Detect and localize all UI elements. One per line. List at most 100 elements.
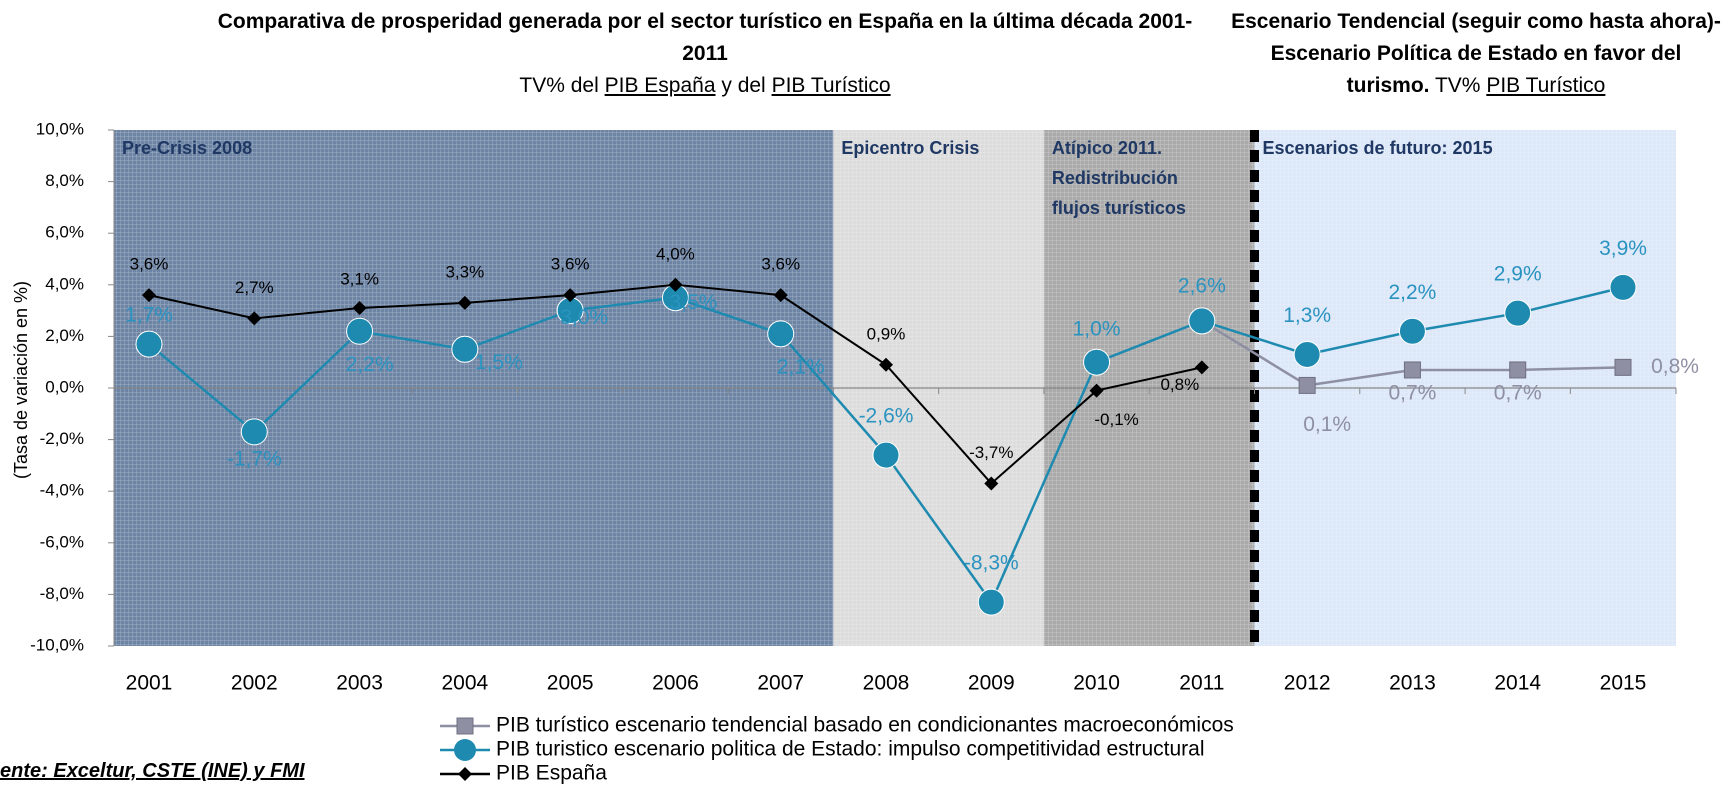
marker <box>247 311 262 326</box>
data-label: -0,1% <box>1094 410 1138 429</box>
marker <box>767 320 795 348</box>
y-tick-label: -8,0% <box>40 584 84 603</box>
y-tick-label: -6,0% <box>40 532 84 551</box>
x-tick-label: 2014 <box>1494 672 1541 695</box>
x-tick-label: 2015 <box>1600 672 1647 695</box>
right-subtitle-part: TV% <box>1434 74 1481 97</box>
marker <box>668 277 683 292</box>
y-tick-label: 10,0% <box>36 119 84 138</box>
data-label: 3,6% <box>130 255 169 274</box>
data-label: 3,0% <box>560 306 608 329</box>
data-label: 2,1% <box>777 355 825 378</box>
legend-label: PIB turistico escenario politica de Esta… <box>496 738 1205 761</box>
x-tick-label: 2011 <box>1179 672 1224 695</box>
right-title: Escenario Tendencial (seguir como hasta … <box>1231 10 1721 97</box>
data-label: 1,3% <box>1283 304 1331 327</box>
x-tick-label: 2013 <box>1389 672 1436 695</box>
data-label: 3,9% <box>1599 237 1647 260</box>
data-label: -8,3% <box>964 552 1019 575</box>
y-tick-label: 4,0% <box>45 274 84 293</box>
marker <box>457 295 472 310</box>
legend-label: PIB España <box>496 762 607 785</box>
data-label: 2,2% <box>346 353 394 376</box>
data-label: 2,2% <box>1388 281 1436 304</box>
marker <box>773 288 788 303</box>
foreground-layer: Pre-Crisis 2008 Epicentro Crisis Atípico 2… <box>11 119 1699 784</box>
x-tick-label: 2008 <box>863 672 910 695</box>
marker <box>1504 299 1532 327</box>
x-tick-label: 2002 <box>231 672 278 695</box>
y-tick-label: 8,0% <box>45 171 84 190</box>
subtitle-part: TV% del <box>519 74 599 97</box>
title-block: Comparativa de prosperidad generada por … <box>210 6 1200 102</box>
x-tick-label: 2009 <box>968 672 1015 695</box>
data-label: 2,7% <box>235 278 274 297</box>
marker <box>872 441 900 469</box>
marker <box>352 301 367 316</box>
data-label: 1,7% <box>125 304 173 327</box>
right-subtitle-part: PIB Turístico <box>1486 74 1606 97</box>
legend-label: PIB turístico escenario tendencial basad… <box>496 714 1234 737</box>
data-label: 3,6% <box>761 255 800 274</box>
data-label: 0,8% <box>1651 355 1699 378</box>
data-label: -3,7% <box>969 443 1013 462</box>
x-tick-label: 2001 <box>126 672 173 695</box>
subtitle-part: PIB Turístico <box>771 74 891 97</box>
marker <box>142 288 156 303</box>
data-label: 2,6% <box>1178 274 1226 297</box>
marker <box>1403 361 1421 379</box>
x-tick-label: 2006 <box>652 672 699 695</box>
data-label: -2,6% <box>859 405 914 428</box>
marker <box>1398 317 1426 345</box>
legend-marker <box>454 739 476 761</box>
marker <box>1188 307 1216 335</box>
marker <box>1083 348 1111 376</box>
y-tick-label: -4,0% <box>40 481 84 500</box>
legend-marker <box>456 717 474 735</box>
marker <box>1614 358 1632 376</box>
region-label: Pre-Crisis 2008 <box>122 138 252 158</box>
marker <box>563 288 578 303</box>
data-label: 2,9% <box>1494 263 1542 286</box>
marker <box>879 357 893 372</box>
data-label: 3,1% <box>340 270 379 289</box>
marker <box>1089 383 1104 398</box>
y-tick-label: -10,0% <box>30 635 84 654</box>
right-title-block: Escenario Tendencial (seguir como hasta … <box>1228 6 1724 102</box>
data-label: 1,0% <box>1073 318 1121 341</box>
data-label: 0,9% <box>867 324 906 343</box>
marker <box>1194 360 1209 375</box>
subtitle-part: PIB España <box>604 74 716 97</box>
source: ente: Exceltur, CSTE (INE) y FMI <box>0 760 305 782</box>
marker <box>346 317 374 345</box>
marker <box>451 335 479 363</box>
data-label: 0,8% <box>1160 375 1199 394</box>
region-label: Escenarios de futuro: 2015 <box>1263 138 1493 158</box>
y-tick-label: -2,0% <box>40 429 84 448</box>
x-tick-label: 2010 <box>1073 672 1120 695</box>
data-label: 3,3% <box>445 262 484 281</box>
x-tick-label: 2012 <box>1284 672 1331 695</box>
marker <box>135 330 163 358</box>
y-tick-label: 2,0% <box>45 326 84 345</box>
x-tick-label: 2003 <box>336 672 383 695</box>
marker <box>977 588 1005 616</box>
data-label: 0,7% <box>1494 381 1542 404</box>
data-label: 0,1% <box>1303 413 1351 436</box>
y-tick-label: 0,0% <box>45 377 84 396</box>
subtitle-part: y del <box>721 74 766 97</box>
data-label: 3,5% <box>669 291 717 314</box>
subtitle: TV% del PIB España y del PIB Turístico <box>519 74 890 97</box>
data-label: 4,0% <box>656 244 695 263</box>
data-label: -1,7% <box>227 447 282 470</box>
y-tick-label: 6,0% <box>45 223 84 242</box>
x-tick-label: 2005 <box>547 672 594 695</box>
marker <box>984 476 999 491</box>
marker <box>1293 340 1321 368</box>
data-label: 3,6% <box>551 255 590 274</box>
chart-title: Comparativa de prosperidad generada por … <box>217 10 1193 65</box>
data-label: 0,7% <box>1388 381 1436 404</box>
region-label: Epicentro Crisis <box>841 138 979 158</box>
